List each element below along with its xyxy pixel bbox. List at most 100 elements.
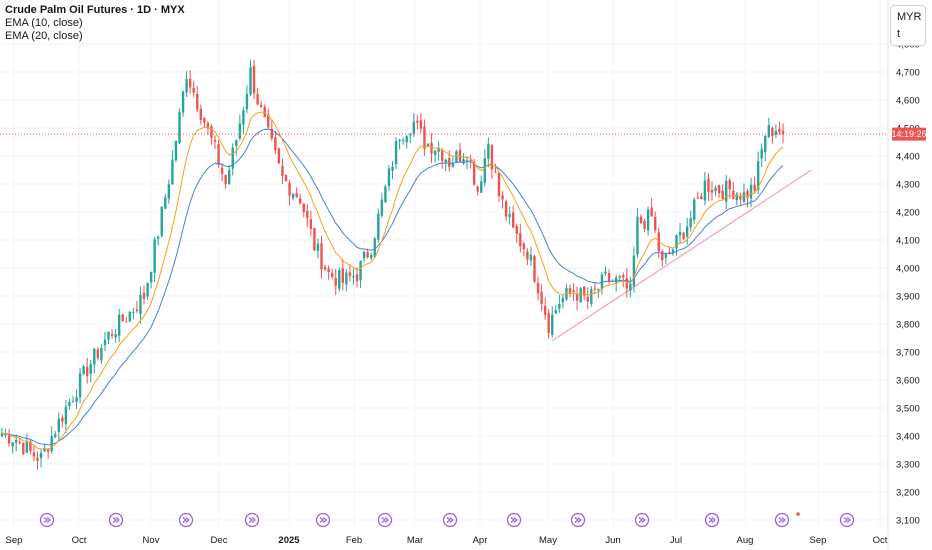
dividend-event-icon[interactable]: [178, 512, 194, 528]
candle-body: [327, 268, 330, 272]
candle: [721, 184, 724, 200]
candle-body: [43, 447, 46, 452]
dividend-event-icon[interactable]: [839, 512, 855, 528]
candle-body: [110, 333, 114, 336]
candle: [455, 149, 458, 164]
candle-body: [529, 254, 533, 261]
candle: [252, 59, 256, 100]
candle-body: [764, 135, 767, 153]
candle-body: [142, 292, 146, 299]
candle-body: [206, 123, 210, 128]
dividend-event-icon[interactable]: [442, 512, 458, 528]
candle-body: [238, 123, 242, 139]
candle: [185, 71, 188, 97]
candle: [61, 414, 64, 428]
candle-body: [245, 93, 249, 110]
candle-body: [203, 118, 206, 123]
candle: [11, 441, 14, 454]
dividend-event-icon[interactable]: [704, 512, 720, 528]
dividend-event-icon[interactable]: [108, 512, 124, 528]
candle: [299, 193, 302, 205]
candle: [430, 133, 433, 164]
candle: [657, 227, 660, 258]
candle: [284, 174, 288, 182]
x-tick-label: Dec: [211, 535, 228, 546]
candle-body: [117, 314, 121, 336]
candle-body: [657, 232, 660, 252]
candle-body: [167, 184, 171, 199]
candle: [774, 124, 778, 139]
candle: [696, 191, 699, 200]
candle-body: [597, 288, 600, 291]
candle-body: [107, 331, 110, 340]
y-tick-label: 4,600: [896, 96, 920, 107]
candle-body: [46, 449, 50, 452]
chart-legend: Crude Palm Oil Futures · 1D · MYX EMA (1…: [5, 4, 185, 43]
candle-body: [196, 93, 199, 110]
candle: [394, 137, 398, 170]
candle-body: [135, 309, 139, 312]
candle: [650, 198, 653, 217]
dividend-event-icon[interactable]: [315, 512, 331, 528]
candle-body: [749, 184, 753, 199]
candle: [295, 187, 298, 199]
candle: [593, 283, 597, 294]
candle: [497, 171, 501, 202]
dividend-event-icon[interactable]: [570, 512, 586, 528]
dividend-event-icon[interactable]: [634, 512, 650, 528]
candle-body: [721, 190, 724, 199]
candle-body: [284, 174, 288, 182]
candle-body: [370, 254, 373, 258]
candle: [409, 132, 412, 144]
candle-body: [710, 189, 714, 193]
dividend-event-icon[interactable]: [39, 512, 55, 528]
candle-body: [398, 140, 401, 142]
candle-body: [480, 181, 483, 193]
candle: [43, 443, 46, 453]
candle: [157, 235, 160, 246]
dividend-event-icon[interactable]: [244, 512, 260, 528]
candle-body: [64, 406, 68, 424]
candle-body: [444, 159, 447, 163]
candle-body: [199, 108, 202, 121]
candle: [675, 234, 678, 256]
candle: [267, 108, 270, 130]
candle-body: [288, 183, 291, 196]
symbol-title[interactable]: Crude Palm Oil Futures · 1D · MYX: [5, 4, 185, 16]
dividend-event-icon[interactable]: [506, 512, 522, 528]
candle: [717, 184, 721, 198]
candle: [46, 448, 50, 459]
unit-button[interactable]: t: [890, 22, 926, 46]
candle-body: [760, 149, 763, 159]
candle: [636, 207, 639, 258]
candle-body: [384, 186, 387, 203]
candle: [742, 183, 746, 203]
candle: [476, 185, 479, 196]
ema-10-legend[interactable]: EMA (10, close): [5, 17, 83, 29]
candle-body: [661, 251, 664, 261]
candle: [725, 174, 728, 210]
ema-20-legend[interactable]: EMA (20, close): [5, 30, 83, 42]
candle: [458, 143, 462, 163]
candle: [188, 70, 192, 94]
candle-body: [625, 277, 628, 289]
candle: [632, 246, 636, 293]
candle-body: [472, 161, 476, 185]
candle-body: [600, 274, 604, 290]
candle: [341, 258, 344, 291]
candle-body: [604, 271, 607, 274]
candle: [114, 329, 117, 343]
dividend-event-icon[interactable]: [774, 512, 790, 528]
candle-body: [746, 191, 749, 198]
candle-body: [579, 288, 582, 303]
candle-body: [39, 452, 43, 459]
candle-body: [146, 282, 149, 297]
y-tick-label: 4,100: [896, 236, 920, 247]
candle: [600, 272, 604, 295]
candle: [160, 206, 163, 238]
dividend-event-icon[interactable]: [377, 512, 393, 528]
candle-body: [377, 213, 380, 240]
candle-body: [725, 180, 728, 202]
candle-body: [121, 314, 124, 322]
